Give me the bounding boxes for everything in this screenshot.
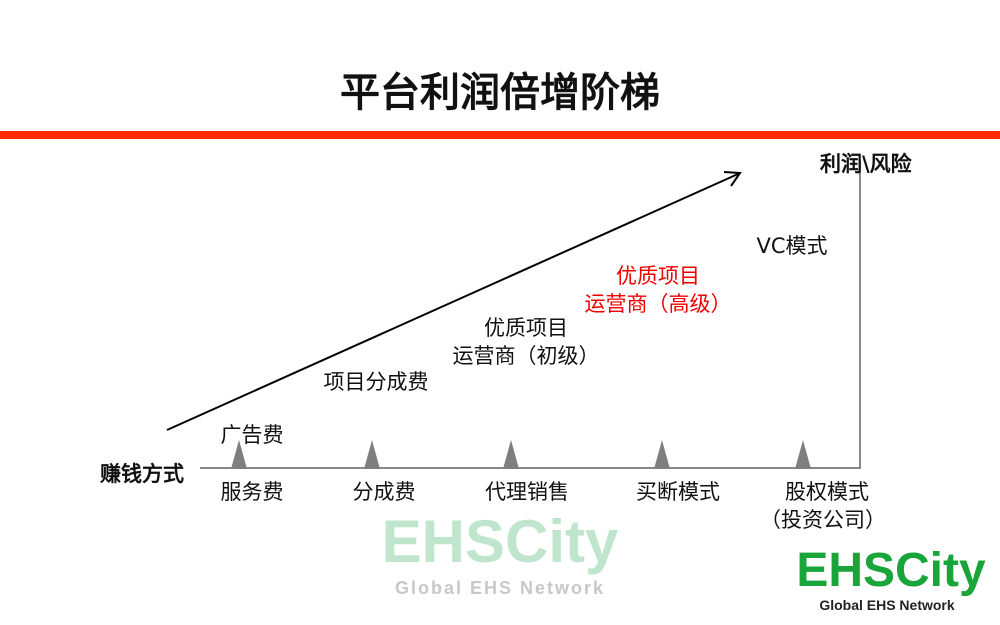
step-3-below: 代理销售 bbox=[485, 480, 569, 504]
growth-arrow bbox=[166, 173, 739, 431]
step-4-above-line1: 优质项目 bbox=[616, 264, 700, 288]
step-marker-2 bbox=[364, 440, 380, 469]
step-1-below: 服务费 bbox=[220, 480, 284, 504]
page-title: 平台利润倍增阶梯 bbox=[340, 70, 660, 116]
x-axis-label: 赚钱方式 bbox=[100, 462, 184, 486]
step-2-above: 项目分成费 bbox=[323, 370, 429, 394]
step-marker-3 bbox=[503, 440, 519, 469]
step-5-below: 股权模式 bbox=[785, 480, 869, 504]
logo-ehscity: EHSCity bbox=[796, 544, 986, 597]
step-marker-1 bbox=[231, 440, 247, 469]
step-3-above-line1: 优质项目 bbox=[484, 316, 568, 340]
watermark-tagline: Global EHS Network bbox=[395, 578, 605, 598]
watermark-logo: EHSCity bbox=[382, 508, 619, 575]
step-5-above: VC模式 bbox=[756, 234, 828, 258]
step-marker-5 bbox=[795, 440, 811, 469]
step-4-below: 买断模式 bbox=[636, 480, 720, 504]
arrow-head-icon bbox=[723, 171, 742, 187]
step-marker-4 bbox=[654, 440, 670, 469]
step-2-below: 分成费 bbox=[352, 480, 416, 504]
step-1-above: 广告费 bbox=[220, 423, 284, 447]
step-markers bbox=[231, 440, 811, 469]
step-5-below-line2: （投资公司） bbox=[760, 508, 886, 532]
y-axis-label: 利润\风险 bbox=[820, 152, 912, 176]
step-3-above-line2: 运营商（初级） bbox=[452, 344, 600, 368]
title-divider-bar bbox=[0, 131, 1000, 139]
logo-tagline: Global EHS Network bbox=[819, 597, 955, 613]
step-4-above-line2: 运营商（高级） bbox=[584, 292, 732, 316]
